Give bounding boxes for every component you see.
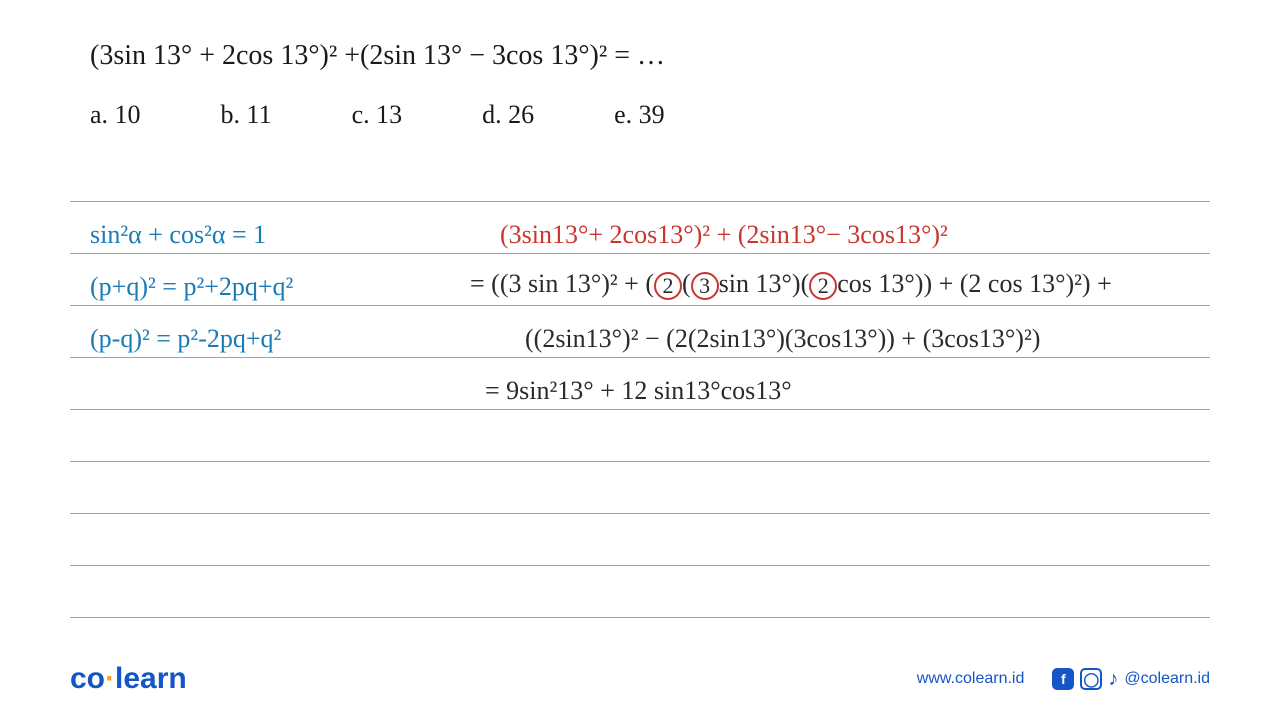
ruled-paper: sin²α + cos²α = 1 (3sin13°+ 2cos13°)² + … <box>70 150 1210 618</box>
identity-p-plus-q: (p+q)² = p²+2pq+q² <box>90 274 293 300</box>
ruled-line: = 9sin²13° + 12 sin13°cos13° <box>70 358 1210 410</box>
answer-options: a. 10 b. 11 c. 13 d. 26 e. 39 <box>70 100 1210 130</box>
page-root: (3sin 13° + 2cos 13°)² +(2sin 13° − 3cos… <box>0 0 1280 720</box>
footer-right: www.colearn.id f ◯ ♪ @colearn.id <box>917 668 1210 691</box>
ruled-line <box>70 566 1210 618</box>
circled-number: 2 <box>654 272 682 300</box>
ruled-line: (p+q)² = p²+2pq+q² = ((3 sin 13°)² + (2(… <box>70 254 1210 306</box>
instagram-icon: ◯ <box>1080 668 1102 690</box>
circled-number: 3 <box>691 272 719 300</box>
ruled-line: sin²α + cos²α = 1 (3sin13°+ 2cos13°)² + … <box>70 202 1210 254</box>
identity-p-minus-q: (p-q)² = p²-2pq+q² <box>90 326 281 352</box>
logo-text-learn: learn <box>115 662 187 695</box>
work-line-4: = 9sin²13° + 12 sin13°cos13° <box>485 378 792 404</box>
identity-sin-cos: sin²α + cos²α = 1 <box>90 222 266 248</box>
logo-text-co: co <box>70 662 105 695</box>
brand-logo: co·learn <box>70 662 187 696</box>
social-links: f ◯ ♪ @colearn.id <box>1052 668 1210 691</box>
ruled-line <box>70 410 1210 462</box>
social-handle: @colearn.id <box>1124 670 1210 688</box>
ruled-line: (p-q)² = p²-2pq+q² ((2sin13°)² − (2(2sin… <box>70 306 1210 358</box>
facebook-icon: f <box>1052 668 1074 690</box>
option-d: d. 26 <box>482 100 534 130</box>
option-b: b. 11 <box>221 100 272 130</box>
circled-number: 2 <box>809 272 837 300</box>
footer-url: www.colearn.id <box>917 670 1025 688</box>
ruled-line <box>70 462 1210 514</box>
text-fragment: cos 13°)) + (2 cos 13°)²) + <box>837 269 1112 298</box>
ruled-line <box>70 150 1210 202</box>
ruled-line <box>70 514 1210 566</box>
work-line-2: = ((3 sin 13°)² + (2(3sin 13°)(2cos 13°)… <box>470 271 1112 300</box>
work-line-3: ((2sin13°)² − (2(2sin13°)(3cos13°)) + (3… <box>525 326 1040 352</box>
option-e: e. 39 <box>614 100 665 130</box>
tiktok-icon: ♪ <box>1108 668 1118 691</box>
option-c: c. 13 <box>352 100 403 130</box>
text-fragment: ( <box>682 269 691 298</box>
option-a: a. 10 <box>90 100 141 130</box>
text-fragment: = ((3 sin 13°)² + ( <box>470 269 654 298</box>
question-text: (3sin 13° + 2cos 13°)² +(2sin 13° − 3cos… <box>70 40 1210 72</box>
text-fragment: sin 13°)( <box>719 269 810 298</box>
logo-dot: · <box>105 662 115 695</box>
work-line-1: (3sin13°+ 2cos13°)² + (2sin13°− 3cos13°)… <box>500 222 948 248</box>
footer: co·learn www.colearn.id f ◯ ♪ @colearn.i… <box>70 662 1210 696</box>
